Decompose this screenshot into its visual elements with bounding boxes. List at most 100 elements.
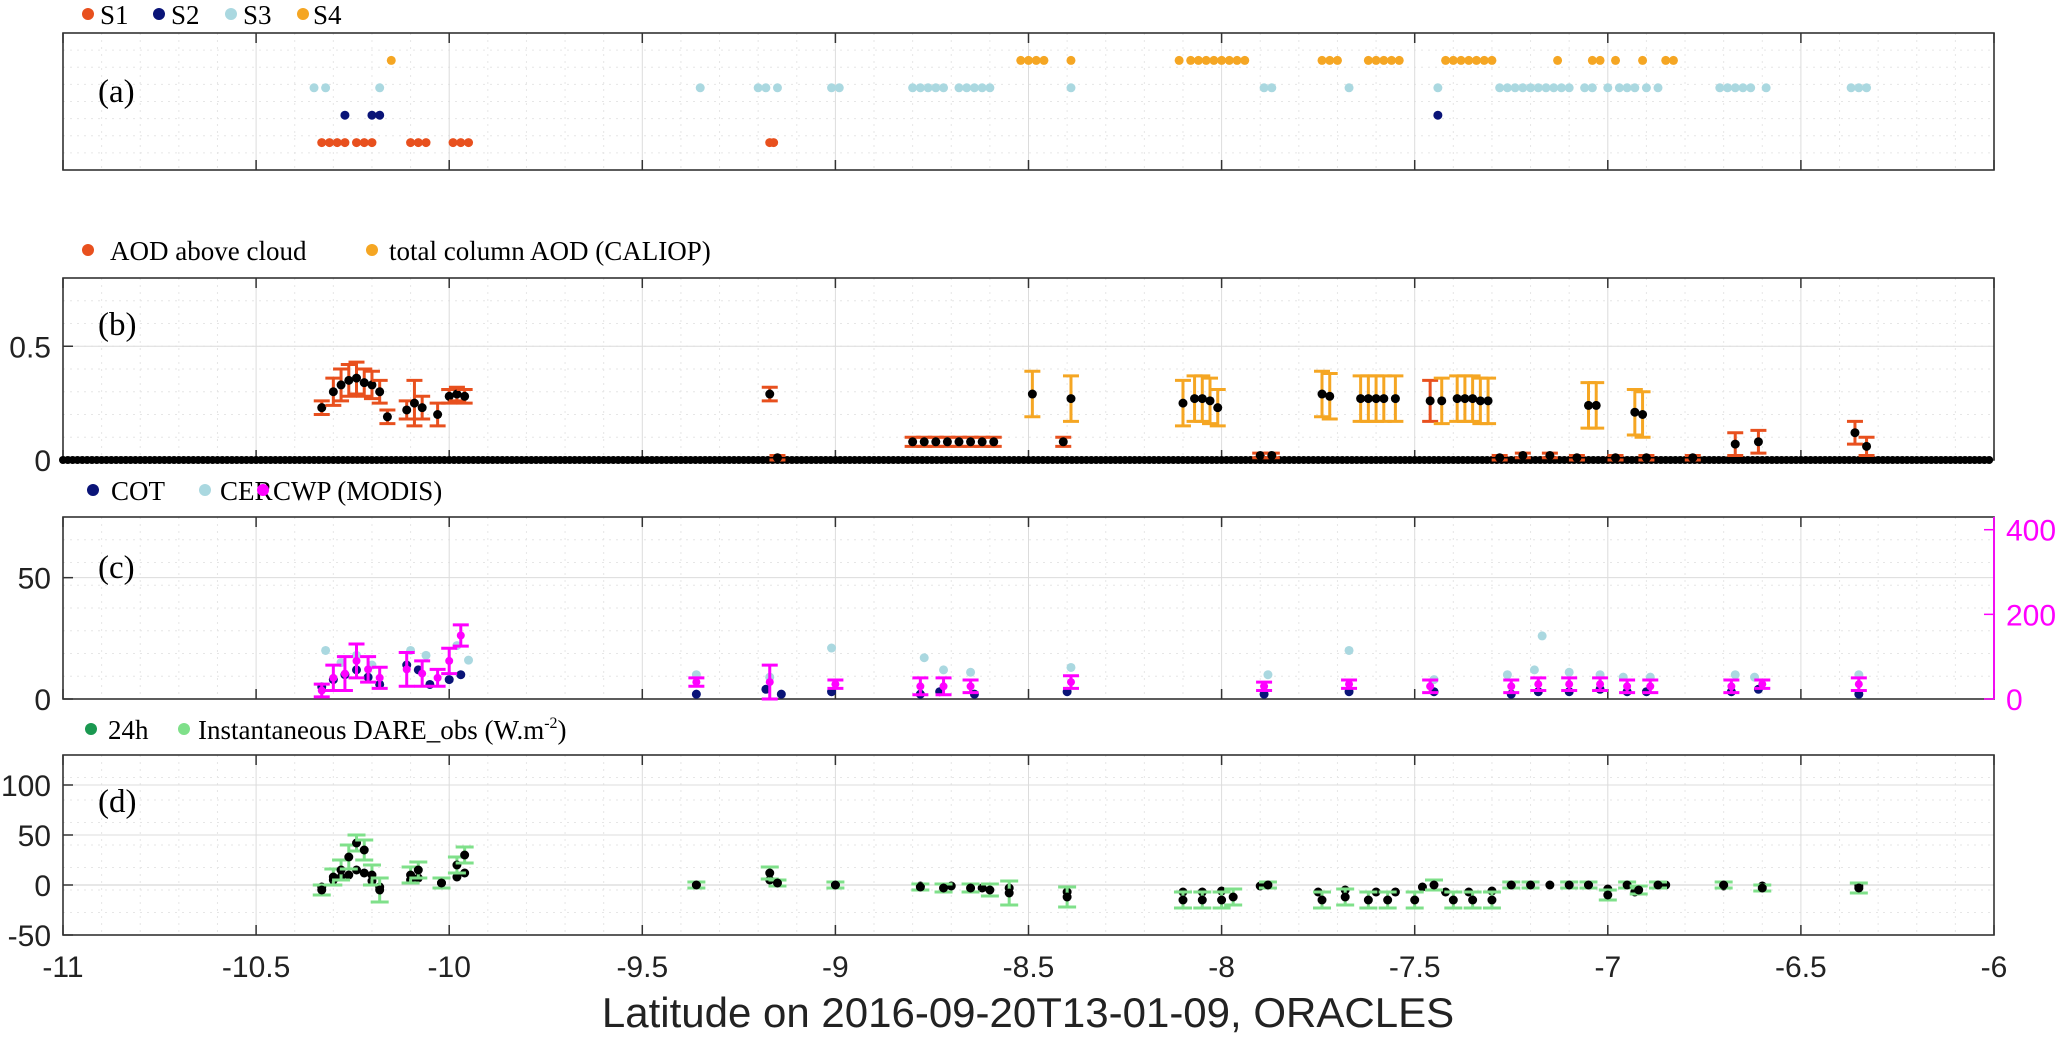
data-point-s4 <box>1332 55 1342 65</box>
data-point-cwp-modis <box>317 686 326 695</box>
data-point-instantaneous-dare-obs-w-m <box>1263 880 1273 890</box>
data-point-instantaneous-dare-obs-w-m <box>1363 895 1373 905</box>
data-point-s3 <box>1862 83 1872 93</box>
marks-a <box>309 55 1872 148</box>
legend-b-label: AOD above cloud <box>110 236 307 266</box>
data-point-s1 <box>359 138 369 148</box>
legend-a-marker <box>82 8 94 20</box>
data-point-total-column-aod-caliop <box>1356 394 1366 404</box>
x-tick-label: -6.5 <box>1775 951 1827 984</box>
data-point-instantaneous-dare-obs-w-m <box>1757 883 1767 893</box>
data-point-s2 <box>367 110 377 120</box>
data-point-s3 <box>908 83 918 93</box>
data-point-aod-above-cloud <box>772 453 782 463</box>
x-tick-label: -10 <box>428 951 471 984</box>
data-point-aod-above-cloud <box>1255 450 1265 460</box>
data-point-instantaneous-dare-obs-w-m <box>1004 888 1014 898</box>
data-point-cwp-modis <box>1260 682 1269 691</box>
data-point-instantaneous-dare-obs-w-m <box>1340 892 1350 902</box>
data-point-cer <box>939 665 949 675</box>
data-point-s1 <box>406 138 416 148</box>
data-point-cer <box>464 655 474 665</box>
data-point-cwp-modis <box>1534 680 1543 689</box>
data-point-aod-above-cloud <box>954 437 964 447</box>
x-axis: -11 -10.5 -10 -9.5 -9 -8.5 -8 -7.5 -7 -6.5 -6 <box>42 951 2007 984</box>
data-point-s3 <box>1541 83 1551 93</box>
data-point-cwp-modis <box>1646 682 1655 691</box>
data-point-s3 <box>939 83 949 93</box>
data-point-s3 <box>1502 83 1512 93</box>
data-point-total-column-aod-caliop <box>1638 410 1648 419</box>
data-point-cwp-modis <box>831 680 840 689</box>
data-point-instantaneous-dare-obs-w-m <box>765 868 775 878</box>
legend-a-label: S4 <box>313 0 342 30</box>
data-point-s4 <box>1553 55 1563 65</box>
data-point-s4 <box>1479 55 1489 65</box>
data-point-total-column-aod-caliop <box>1371 394 1381 404</box>
data-point-total-column-aod-caliop <box>1583 400 1593 410</box>
data-point-s3 <box>753 83 763 93</box>
data-point-cer <box>1529 665 1539 675</box>
legend-c-marker <box>257 484 269 496</box>
data-point-s4 <box>1456 55 1466 65</box>
data-point-total-column-aod-caliop <box>1190 394 1200 404</box>
data-point-total-column-aod-caliop <box>1452 394 1462 404</box>
data-point-cer <box>827 643 837 653</box>
data-point-s4 <box>1209 55 1219 65</box>
data-point-s3 <box>1622 83 1632 93</box>
data-point-s3 <box>1495 83 1505 93</box>
data-point-cer <box>919 653 929 663</box>
data-point-total-column-aod-caliop <box>1468 394 1478 404</box>
x-tick-label: -9 <box>822 951 849 984</box>
data-point-24h <box>977 883 987 893</box>
data-point-total-column-aod-caliop <box>1213 403 1223 413</box>
data-point-s4 <box>1441 55 1451 65</box>
data-point-aod-above-cloud <box>977 437 987 447</box>
data-point-aod-above-cloud <box>942 437 952 447</box>
data-point-aod-above-cloud <box>328 387 338 397</box>
legend-c-label: CWP (MODIS) <box>273 476 442 506</box>
data-point-s4 <box>1174 55 1184 65</box>
data-point-instantaneous-dare-obs-w-m <box>460 850 470 860</box>
data-point-instantaneous-dare-obs-w-m <box>1719 880 1729 890</box>
data-point-aod-above-cloud <box>966 437 976 447</box>
legend-d-superscript: -2 <box>544 715 557 732</box>
data-point-s4 <box>1240 55 1250 65</box>
data-point-s1 <box>464 138 474 148</box>
data-point-aod-above-cloud <box>1572 453 1582 463</box>
data-point-cwp-modis <box>433 673 442 682</box>
data-point-aod-above-cloud <box>460 391 470 401</box>
data-point-aod-above-cloud <box>931 437 941 447</box>
y-tick-label: 50 <box>18 820 51 853</box>
data-point-aod-above-cloud <box>452 389 462 399</box>
data-point-aod-above-cloud <box>375 387 385 397</box>
data-point-s3 <box>1587 83 1597 93</box>
data-point-cot <box>691 689 701 699</box>
y-tick-label: 0.5 <box>9 331 51 364</box>
legend-a-label: S2 <box>171 0 200 30</box>
data-point-cwp-modis <box>939 682 948 691</box>
data-point-instantaneous-dare-obs-w-m <box>1383 895 1393 905</box>
data-point-s3 <box>1746 83 1756 93</box>
data-point-s3 <box>827 83 837 93</box>
x-axis-label: Latitude on 2016-09-20T13-01-09, ORACLES <box>602 989 1454 1036</box>
data-point-total-column-aod-caliop <box>1066 394 1076 404</box>
data-point-cwp-modis <box>966 682 975 691</box>
data-point-s4 <box>1363 55 1373 65</box>
data-point-s3 <box>1738 83 1748 93</box>
x-tick-label: -9.5 <box>616 951 668 984</box>
data-point-instantaneous-dare-obs-w-m <box>1062 892 1072 902</box>
data-point-s4 <box>1217 55 1227 65</box>
data-point-total-column-aod-caliop <box>1630 407 1640 417</box>
data-point-s4 <box>1611 55 1621 65</box>
data-point-s1 <box>317 138 327 148</box>
data-point-s3 <box>923 83 933 93</box>
data-point-aod-above-cloud <box>765 389 775 399</box>
data-point-instantaneous-dare-obs-w-m <box>691 880 701 890</box>
data-point-s2 <box>1433 110 1443 120</box>
legend-d-label: Instantaneous DARE_obs (W.m-2) <box>198 715 567 745</box>
data-point-cwp-modis <box>375 673 384 682</box>
data-point-s3 <box>1564 83 1574 93</box>
legend-c: COT CER CWP (MODIS) <box>87 476 442 506</box>
